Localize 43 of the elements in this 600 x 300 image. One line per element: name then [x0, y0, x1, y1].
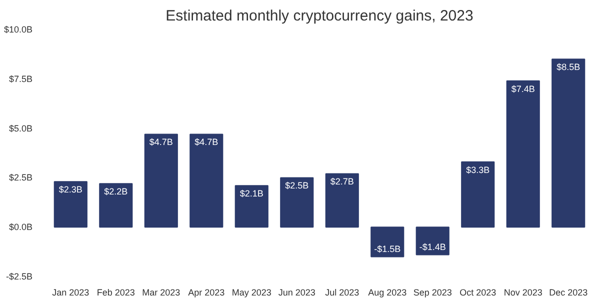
bar	[280, 177, 314, 228]
bar	[144, 134, 178, 228]
data-label: $2.7B	[330, 176, 354, 187]
y-tick-label: $0.0B	[8, 222, 33, 232]
bar	[234, 185, 268, 228]
x-tick-label: Jul 2023	[325, 288, 360, 298]
data-label: $7.4B	[511, 84, 535, 94]
data-label: $8.5B	[556, 62, 580, 72]
x-tick-label: Sep 2023	[413, 288, 452, 298]
bar	[506, 80, 540, 228]
data-label: $3.3B	[466, 164, 490, 175]
bar	[370, 226, 404, 258]
bar	[416, 226, 450, 256]
y-tick-label: $2.5B	[8, 172, 33, 183]
x-tick-label: Nov 2023	[504, 288, 542, 298]
x-tick-label: Oct 2023	[460, 288, 496, 298]
data-label: $2.2B	[104, 186, 128, 197]
data-label: $2.5B	[285, 180, 309, 191]
x-tick-label: Jun 2023	[278, 288, 316, 298]
data-label: $4.7B	[194, 137, 218, 148]
x-tick-label: Jan 2023	[52, 288, 90, 298]
data-label: $2.3B	[58, 184, 82, 195]
y-tick-label: $5.0B	[8, 123, 33, 134]
chart-title: Estimated monthly cryptocurrency gains, 2023	[166, 8, 474, 24]
x-tick-label: May 2023	[232, 288, 272, 298]
bar	[552, 58, 586, 228]
bar	[325, 173, 359, 228]
data-label: $2.1B	[240, 188, 264, 199]
bar	[461, 161, 495, 228]
bar	[99, 183, 133, 228]
data-label: -$1.4B	[419, 242, 446, 252]
y-tick-label: $7.5B	[8, 74, 33, 84]
data-label: -$1.5B	[374, 244, 401, 254]
data-label: $4.7B	[149, 137, 173, 148]
y-tick-label: -$2.5B	[6, 272, 33, 282]
y-tick-label: $10.0B	[4, 24, 33, 34]
bar	[190, 134, 224, 228]
x-tick-label: Mar 2023	[142, 288, 180, 298]
x-tick-label: Feb 2023	[96, 288, 135, 298]
bar	[54, 181, 88, 228]
x-tick-label: Apr 2023	[188, 288, 225, 298]
x-tick-label: Dec 2023	[549, 288, 588, 298]
x-tick-label: Aug 2023	[368, 288, 407, 298]
